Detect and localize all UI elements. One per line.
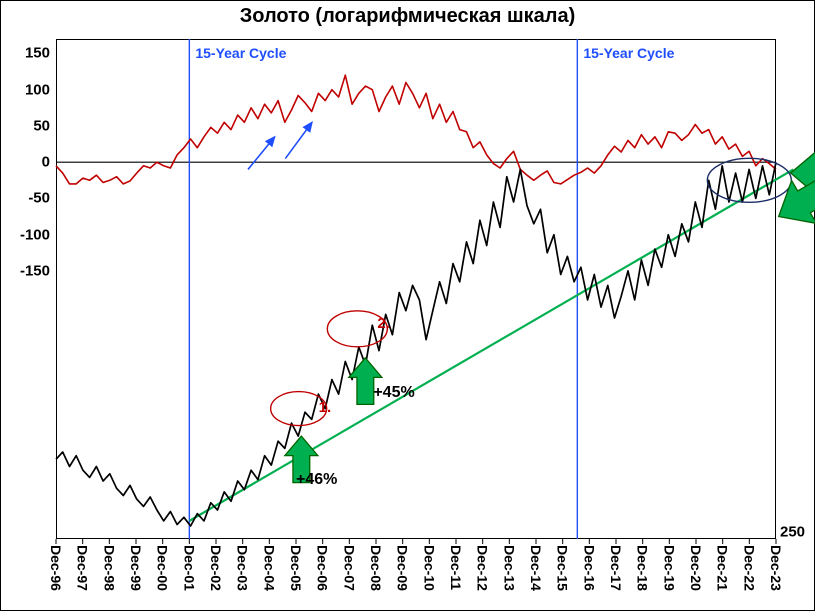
x-axis-label: Dec-13 bbox=[501, 545, 517, 591]
y-axis-label: 100 bbox=[1, 81, 50, 98]
chart-container: Золото (логарифмическая шкала) 150 100 50 0… bbox=[0, 0, 815, 611]
plot-area bbox=[56, 39, 776, 539]
x-axis-label: Dec-12 bbox=[475, 545, 491, 591]
x-axis-label: Dec-09 bbox=[395, 545, 411, 591]
x-axis-label: Dec-04 bbox=[261, 545, 277, 591]
x-axis-label: Dec-02 bbox=[208, 545, 224, 591]
arrow-icon bbox=[791, 148, 815, 198]
x-axis-label: Dec-15 bbox=[555, 545, 571, 591]
x-axis-label: Dec-16 bbox=[581, 545, 597, 591]
x-axis-label: Dec-98 bbox=[101, 545, 117, 591]
x-axis-label: Dec-14 bbox=[528, 545, 544, 591]
x-axis-label: Dec-08 bbox=[368, 545, 384, 591]
x-axis-label: Dec-06 bbox=[315, 545, 331, 591]
x-axis-label: Dec-10 bbox=[421, 545, 437, 591]
x-axis-label: Dec-11 bbox=[448, 545, 464, 590]
y-axis-label: 50 bbox=[1, 117, 50, 134]
x-axis-label: Dec-17 bbox=[608, 545, 624, 591]
x-axis-label: Dec-21 bbox=[715, 545, 731, 591]
x-axis-label: Dec-99 bbox=[128, 545, 144, 591]
right-axis-label: 250 bbox=[780, 523, 805, 540]
cycle-label: 15-Year Cycle bbox=[195, 45, 286, 61]
pct-annotation: +46% bbox=[296, 471, 337, 489]
y-axis-label: 0 bbox=[1, 154, 50, 171]
x-axis-label: Dec-05 bbox=[288, 545, 304, 591]
chart-title: Золото (логарифмическая шкала) bbox=[1, 5, 814, 28]
pct-annotation: +45% bbox=[373, 384, 414, 402]
y-axis-label: -50 bbox=[1, 190, 50, 207]
x-axis-label: Dec-20 bbox=[688, 545, 704, 591]
annotation-number: 2. bbox=[377, 315, 390, 332]
x-axis-label: Dec-03 bbox=[235, 545, 251, 591]
x-axis-label: Dec-97 bbox=[75, 545, 91, 591]
y-axis-label: -150 bbox=[1, 262, 50, 279]
y-axis-label: 150 bbox=[1, 45, 50, 62]
annotation-number: 1. bbox=[319, 399, 332, 416]
x-axis-label: Dec-18 bbox=[635, 545, 651, 591]
x-axis-label: Dec-23 bbox=[768, 545, 784, 591]
x-axis-label: Dec-22 bbox=[741, 545, 757, 591]
x-axis-label: Dec-96 bbox=[48, 545, 64, 591]
x-axis-label: Dec-00 bbox=[155, 545, 171, 591]
y-axis-label: -100 bbox=[1, 226, 50, 243]
x-axis-label: Dec-07 bbox=[341, 545, 357, 591]
x-axis-label: Dec-19 bbox=[661, 545, 677, 591]
cycle-label: 15-Year Cycle bbox=[583, 45, 674, 61]
x-axis-label: Dec-01 bbox=[181, 545, 197, 591]
